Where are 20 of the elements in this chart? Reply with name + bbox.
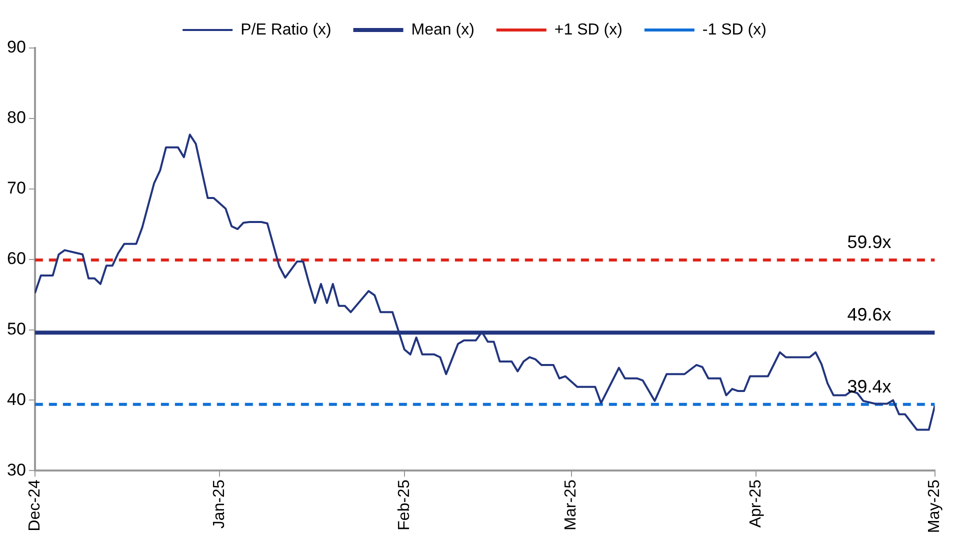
x-tick-label: May-25 [926, 480, 944, 534]
x-tick-label: Mar-25 [562, 480, 580, 530]
legend-label: Mean (x) [411, 21, 474, 38]
legend-label: P/E Ratio (x) [240, 21, 332, 38]
y-tick-label: 80 [6, 108, 26, 128]
y-tick-label: 30 [6, 460, 26, 480]
annotation: 59.9x [847, 232, 892, 252]
legend-label: -1 SD (x) [702, 21, 766, 38]
annotation: 49.6x [847, 304, 892, 325]
y-tick-label: 40 [6, 390, 26, 409]
y-tick-label: 60 [6, 249, 26, 268]
y-tick-label: 50 [6, 319, 26, 338]
x-tick-label: Jan-25 [211, 480, 228, 529]
y-tick-label: 70 [6, 178, 26, 198]
x-tick-label: Feb-25 [396, 480, 413, 530]
y-tick-label: 90 [6, 38, 26, 57]
x-tick-label: Apr-25 [747, 480, 764, 528]
legend-label: +1 SD (x) [554, 21, 622, 38]
x-tick-label: Dec-24 [26, 480, 44, 532]
annotation: 39.4x [847, 376, 892, 396]
